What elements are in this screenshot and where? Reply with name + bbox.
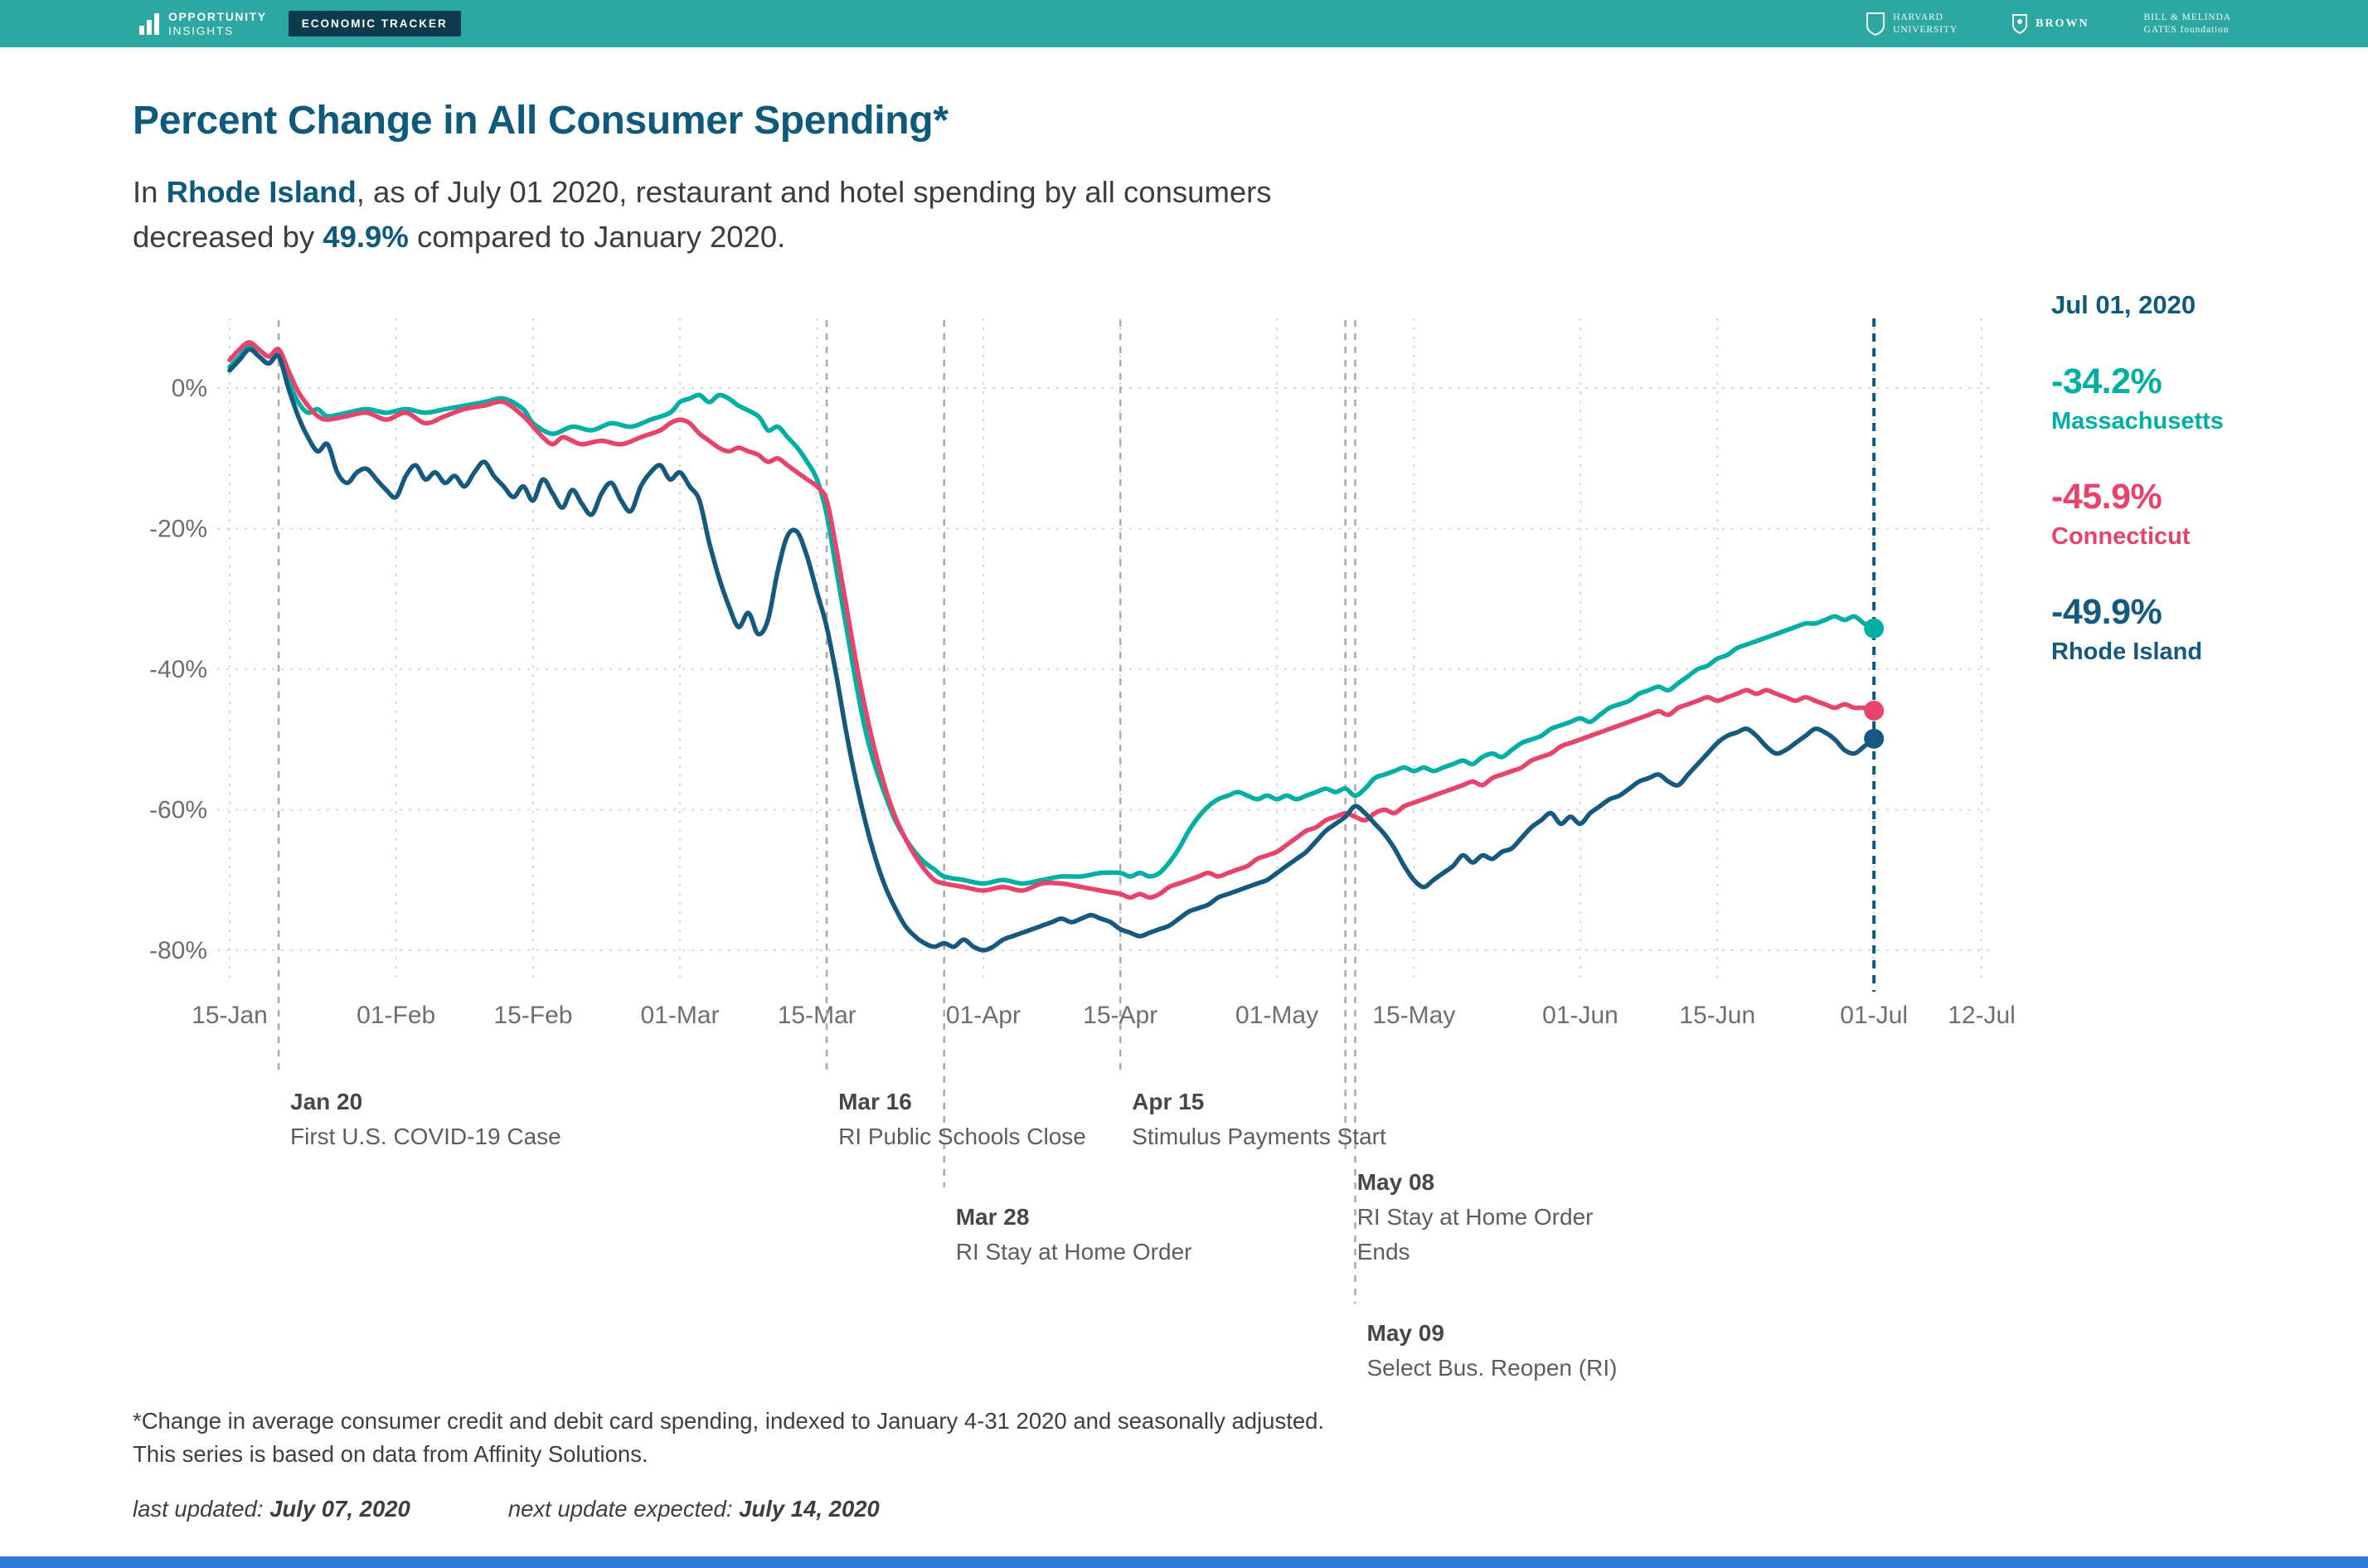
chart-legend: Jul 01, 2020 -34.2% Massachusetts -45.9% Co… — [2051, 290, 2224, 666]
next-update-label: next update expected: — [507, 1495, 733, 1522]
subtitle-middle: , as of July 01 2020, restaurant and hot… — [133, 175, 1272, 254]
state-name: Rhode Island — [166, 175, 357, 209]
event-annotation-mar-28: Mar 28 RI Stay at Home Order — [956, 1200, 1242, 1269]
legend-date: Jul 01, 2020 — [2051, 290, 2196, 319]
x-axis-tick-label: 15-Jun — [1679, 1002, 1755, 1029]
legend-value: -34.2% — [2051, 362, 2162, 401]
brown-text: BROWN — [2036, 17, 2089, 30]
x-axis-tick-label: 01-May — [1235, 1002, 1318, 1029]
top-header-bar: OPPORTUNITY INSIGHTS ECONOMIC TRACKER HA… — [0, 0, 2368, 47]
event-date: May 08 — [1356, 1169, 1435, 1195]
series-line-massachusetts — [227, 343, 1876, 886]
event-date: Jan 20 — [290, 1089, 363, 1114]
x-axis-tick-label: 12-Jul — [1948, 1002, 2016, 1029]
harvard-text-2: UNIVERSITY — [1893, 24, 1958, 35]
gates-text-1: BILL & MELINDA — [2143, 12, 2231, 23]
event-annotation-may-08: May 08 RI Stay at Home Order Ends — [1357, 1165, 1606, 1269]
event-label: RI Stay at Home Order — [955, 1239, 1192, 1265]
bottom-blue-bar — [0, 1556, 2368, 1568]
x-axis-tick-label: 01-Mar — [640, 1002, 719, 1029]
event-annotation-mar-16: Mar 16 RI Public Schools Close — [838, 1085, 1124, 1154]
event-label: RI Public Schools Close — [838, 1124, 1086, 1149]
legend-state-name: Connecticut — [2051, 523, 2191, 550]
update-info: last updated: July 07, 2020 next update e… — [133, 1493, 1324, 1526]
gates-text-2: GATES foundation — [2143, 24, 2230, 35]
x-axis-tick-label: 15-Feb — [493, 1002, 572, 1029]
series-end-dot-rhode-island — [1864, 728, 1885, 749]
series-end-dot-massachusetts — [1864, 618, 1885, 638]
event-label: First U.S. COVID-19 Case — [290, 1124, 561, 1149]
footnotes: *Change in average consumer credit and d… — [133, 1405, 1324, 1526]
logo-line-2: INSIGHTS — [168, 23, 234, 37]
series-line-rhode-island — [227, 347, 1876, 953]
bar-chart-icon — [139, 12, 159, 35]
last-updated-label: last updated: — [133, 1495, 264, 1522]
logo-line-1: OPPORTUNITY — [168, 10, 267, 24]
brown-logo[interactable]: BROWN — [2012, 13, 2089, 34]
last-updated-date: July 07, 2020 — [269, 1495, 410, 1522]
footnote-line-1: *Change in average consumer credit and d… — [133, 1408, 1325, 1434]
harvard-logo[interactable]: HARVARD UNIVERSITY — [1866, 12, 1958, 36]
event-date: Apr 15 — [1132, 1089, 1205, 1114]
y-axis-tick-label: 0% — [172, 375, 207, 402]
legend-entry-rhode-island: -49.9% Rhode Island — [2051, 592, 2224, 666]
series-end-dot-connecticut — [1864, 701, 1885, 721]
event-date: Mar 16 — [838, 1089, 912, 1114]
legend-state-name: Massachusetts — [2051, 408, 2224, 434]
y-axis-tick-label: -60% — [149, 797, 207, 824]
subtitle-prefix: In — [133, 175, 167, 209]
x-axis-tick-label: 15-May — [1372, 1002, 1455, 1029]
legend-entry-massachusetts: -34.2% Massachusetts — [2051, 362, 2224, 435]
x-axis-tick-label: 15-Mar — [778, 1002, 856, 1029]
event-annotation-apr-15: Apr 15 Stimulus Payments Start — [1132, 1085, 1418, 1154]
header-left-group: OPPORTUNITY INSIGHTS ECONOMIC TRACKER — [139, 10, 461, 37]
event-label: Stimulus Payments Start — [1132, 1124, 1386, 1149]
percent-change-value: 49.9% — [323, 219, 409, 254]
event-date: Mar 28 — [955, 1204, 1030, 1230]
opportunity-insights-logo[interactable]: OPPORTUNITY INSIGHTS — [139, 10, 267, 37]
harvard-text-1: HARVARD — [1893, 12, 1943, 23]
economic-tracker-badge[interactable]: ECONOMIC TRACKER — [288, 11, 461, 36]
chart-subtitle: In Rhode Island, as of July 01 2020, res… — [133, 170, 1293, 259]
subtitle-suffix: compared to January 2020. — [408, 219, 786, 254]
legend-entries: -34.2% Massachusetts -45.9% Connecticut -49.… — [2051, 362, 2224, 666]
harvard-shield-icon — [1866, 12, 1885, 36]
y-axis-tick-label: -40% — [149, 656, 207, 683]
gates-foundation-logo[interactable]: BILL & MELINDA GATES foundation — [2144, 12, 2231, 36]
y-axis-tick-label: -80% — [149, 937, 207, 964]
event-label: Select Bus. Reopen (RI) — [1366, 1355, 1618, 1381]
event-annotation-may-09: May 09 Select Bus. Reopen (RI) — [1367, 1316, 1682, 1386]
legend-value: -49.9% — [2051, 592, 2162, 632]
legend-value: -45.9% — [2051, 477, 2162, 517]
legend-state-name: Rhode Island — [2051, 638, 2203, 665]
brown-crest-icon — [2012, 13, 2028, 34]
event-date: May 09 — [1366, 1320, 1444, 1346]
opportunity-insights-wordmark: OPPORTUNITY INSIGHTS — [168, 10, 267, 36]
x-axis-tick-label: 01-Apr — [946, 1002, 1021, 1029]
x-axis-tick-label: 01-Jul — [1840, 1002, 1908, 1029]
next-update-date: July 14, 2020 — [739, 1495, 880, 1522]
series-line-connecticut — [227, 340, 1876, 901]
footnote-line-2: This series is based on data from Affini… — [133, 1440, 648, 1467]
x-axis-tick-label: 15-Jan — [192, 1002, 268, 1029]
partner-logos: HARVARD UNIVERSITY BROWN BILL & MELINDA … — [1866, 12, 2231, 36]
page-title: Percent Change in All Consumer Spending* — [133, 99, 949, 143]
y-axis-tick-label: -20% — [149, 516, 207, 543]
event-annotation-jan-20: Jan 20 First U.S. COVID-19 Case — [290, 1085, 576, 1154]
legend-entry-connecticut: -45.9% Connecticut — [2051, 477, 2224, 551]
x-axis-tick-label: 01-Feb — [357, 1002, 435, 1029]
x-axis-tick-label: 01-Jun — [1542, 1002, 1618, 1029]
event-label: RI Stay at Home Order Ends — [1356, 1204, 1594, 1265]
